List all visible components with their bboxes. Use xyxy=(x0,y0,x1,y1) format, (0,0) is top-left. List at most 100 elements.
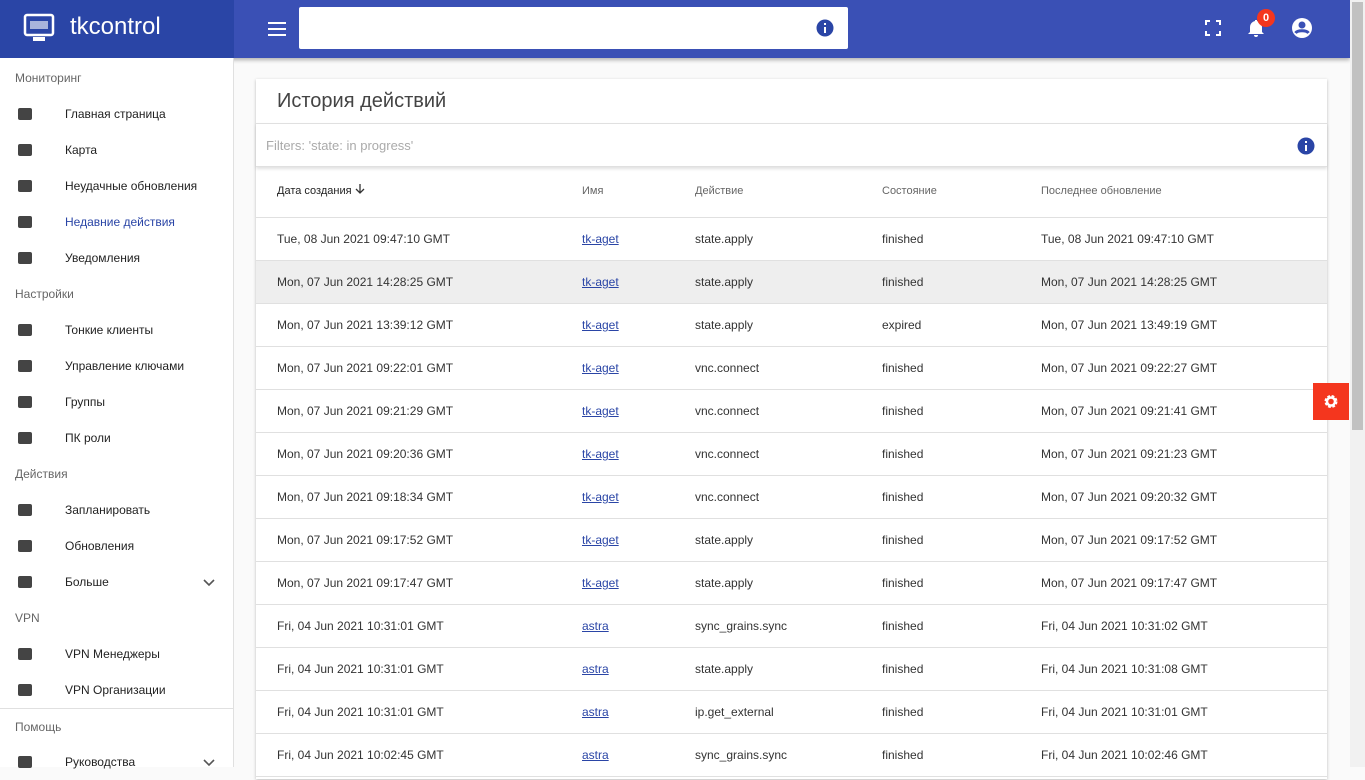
cell: tk-aget xyxy=(582,562,619,605)
top-bar: tkcontrol 0 xyxy=(0,0,1350,58)
nav-item[interactable]: Главная страница xyxy=(0,96,233,132)
cell-text: Tue, 08 Jun 2021 09:47:10 GMT xyxy=(1041,232,1214,246)
column-header[interactable]: Дата создания xyxy=(277,167,365,215)
account-button[interactable] xyxy=(1291,17,1313,39)
cell: state.apply xyxy=(695,261,753,304)
menu-button[interactable] xyxy=(268,21,288,37)
nav-label: Главная страница xyxy=(65,107,166,121)
card-title: История действий xyxy=(277,90,447,112)
nav-item[interactable]: Обновления xyxy=(0,528,233,564)
table-row[interactable]: Tue, 08 Jun 2021 09:47:10 GMT tk-aget stat… xyxy=(256,218,1327,261)
cell: Fri, 04 Jun 2021 10:02:45 GMT xyxy=(277,734,444,777)
link[interactable]: astra xyxy=(582,705,609,719)
cell: Mon, 07 Jun 2021 09:20:32 GMT xyxy=(1041,476,1217,519)
table-row[interactable]: Mon, 07 Jun 2021 09:22:01 GMT tk-aget vnc.… xyxy=(256,347,1327,390)
table-row[interactable]: Mon, 07 Jun 2021 09:21:29 GMT tk-aget vnc.… xyxy=(256,390,1327,433)
column-header[interactable]: Последнее обновление xyxy=(1041,167,1162,215)
scrollbar-thumb[interactable] xyxy=(1352,2,1363,430)
table-row[interactable]: Fri, 04 Jun 2021 10:31:01 GMT astra ip.get… xyxy=(256,691,1327,734)
table-row[interactable]: Mon, 07 Jun 2021 09:17:52 GMT tk-aget stat… xyxy=(256,519,1327,562)
section-title: VPN xyxy=(15,611,40,625)
link[interactable]: tk-aget xyxy=(582,576,619,590)
link[interactable]: tk-aget xyxy=(582,232,619,246)
link[interactable]: tk-aget xyxy=(582,275,619,289)
nav-item[interactable]: VPN Менеджеры xyxy=(0,636,233,672)
fullscreen-button[interactable] xyxy=(1205,20,1221,36)
link[interactable]: astra xyxy=(582,748,609,762)
link[interactable]: tk-aget xyxy=(582,533,619,547)
link[interactable]: tk-aget xyxy=(582,490,619,504)
cell-text: Tue, 08 Jun 2021 09:47:10 GMT xyxy=(277,232,450,246)
nav-label: Обновления xyxy=(65,539,135,553)
table-row[interactable]: Fri, 04 Jun 2021 10:02:45 GMT astra sync_g… xyxy=(256,734,1327,777)
cell-text: state.apply xyxy=(695,662,754,676)
table-row[interactable]: Mon, 07 Jun 2021 14:28:25 GMT tk-aget stat… xyxy=(256,261,1327,304)
nav-item[interactable]: Группы xyxy=(0,384,233,420)
logo[interactable]: tkcontrol xyxy=(0,0,234,58)
nav-item[interactable]: Больше xyxy=(0,564,233,600)
cell: finished xyxy=(882,433,923,476)
nav-label: Карта xyxy=(65,143,98,157)
nav-item[interactable]: Карта xyxy=(0,132,233,168)
table-row[interactable]: Fri, 04 Jun 2021 10:31:01 GMT astra sync_g… xyxy=(256,605,1327,648)
cell-text: finished xyxy=(882,232,924,246)
cell: finished xyxy=(882,218,923,261)
cell: Fri, 04 Jun 2021 10:31:01 GMT xyxy=(277,648,444,691)
cell-text: Mon, 07 Jun 2021 09:18:34 GMT xyxy=(277,490,454,504)
column-header[interactable]: Состояние xyxy=(882,167,937,215)
nav-label: VPN Организации xyxy=(65,683,166,697)
cell: tk-aget xyxy=(582,476,619,519)
cell-text: state.apply xyxy=(695,533,754,547)
cell-text: Fri, 04 Jun 2021 10:02:45 GMT xyxy=(277,748,444,762)
cell: ip.get_external xyxy=(695,691,774,734)
section-title: Помощь xyxy=(0,708,233,744)
link[interactable]: tk-aget xyxy=(582,447,619,461)
nav-item[interactable]: Руководства xyxy=(0,744,233,780)
table-row[interactable]: Fri, 04 Jun 2021 10:31:01 GMT astra state.… xyxy=(256,648,1327,691)
sidebar: Мониторинг Главная страница Карта Неудачные… xyxy=(0,58,234,769)
item-icon xyxy=(18,396,32,408)
nav-item[interactable]: Тонкие клиенты xyxy=(0,312,233,348)
nav-label: Тонкие клиенты xyxy=(65,323,154,337)
column-header[interactable]: Имя xyxy=(582,167,603,215)
cell-text: Mon, 07 Jun 2021 09:17:47 GMT xyxy=(277,576,454,590)
link[interactable]: tk-aget xyxy=(582,361,619,375)
cell-text: Fri, 04 Jun 2021 10:31:08 GMT xyxy=(1041,662,1208,676)
nav-item[interactable]: Управление ключами xyxy=(0,348,233,384)
item-icon xyxy=(18,252,32,264)
nav-item[interactable]: ПК роли xyxy=(0,420,233,456)
nav-item[interactable]: VPN Организации xyxy=(0,672,233,708)
cell: Mon, 07 Jun 2021 09:21:41 GMT xyxy=(1041,390,1217,433)
column-header[interactable]: Действие xyxy=(695,167,743,215)
nav-item[interactable]: Неудачные обновления xyxy=(0,168,233,204)
link[interactable]: astra xyxy=(582,619,609,633)
cell-text: vnc.connect xyxy=(695,490,760,504)
info-icon[interactable] xyxy=(816,19,834,37)
logo-text: tkcontrol xyxy=(70,13,161,40)
search-box[interactable] xyxy=(299,7,848,49)
link[interactable]: astra xyxy=(582,662,609,676)
cell-text: finished xyxy=(882,576,924,590)
table-row[interactable]: Mon, 07 Jun 2021 09:20:36 GMT tk-aget vnc.… xyxy=(256,433,1327,476)
nav-item[interactable]: Уведомления xyxy=(0,240,233,276)
item-icon xyxy=(18,216,32,228)
nav-item[interactable]: Недавние действия xyxy=(0,204,233,240)
cell: finished xyxy=(882,734,923,777)
table-row[interactable]: Mon, 07 Jun 2021 09:17:47 GMT tk-aget stat… xyxy=(256,562,1327,605)
filter-text: Filters: 'state: in progress' xyxy=(266,138,414,153)
link[interactable]: tk-aget xyxy=(582,404,619,418)
cell-text: finished xyxy=(882,447,924,461)
nav-item[interactable]: Запланировать xyxy=(0,492,233,528)
table-row[interactable]: Mon, 07 Jun 2021 09:18:34 GMT tk-aget vnc.… xyxy=(256,476,1327,519)
cell: finished xyxy=(882,261,923,304)
table-row[interactable]: Mon, 07 Jun 2021 13:39:12 GMT tk-aget stat… xyxy=(256,304,1327,347)
cell: Fri, 04 Jun 2021 10:31:01 GMT xyxy=(1041,691,1208,734)
item-icon xyxy=(18,108,32,120)
cell: Fri, 04 Jun 2021 10:02:46 GMT xyxy=(1041,734,1208,777)
filter-bar[interactable]: Filters: 'state: in progress' xyxy=(256,123,1327,167)
cell: astra xyxy=(582,691,609,734)
info-icon[interactable] xyxy=(1297,137,1315,155)
settings-button[interactable] xyxy=(1313,383,1349,420)
link[interactable]: tk-aget xyxy=(582,318,619,332)
